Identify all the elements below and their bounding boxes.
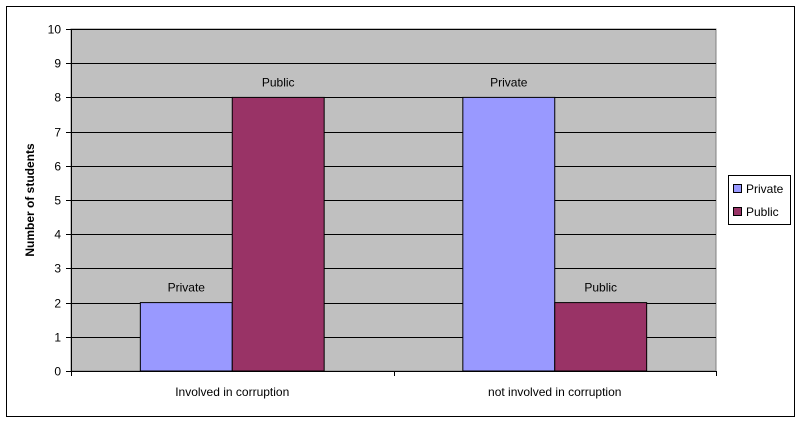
data-label: Private [168,281,206,295]
bar [554,302,648,372]
data-label: Public [262,75,295,89]
y-tick-label: 10 [48,23,62,37]
legend-swatch [733,184,742,193]
y-tick-label: 0 [54,365,61,379]
data-label: Private [490,75,528,89]
legend-box [728,175,791,225]
y-tick-labels: 0 1 2 3 4 5 6 7 8 9 10 [48,23,62,379]
x-tick-label: not involved in corruption [488,385,621,399]
legend: Private Public [728,175,791,225]
y-tick-label: 2 [54,297,61,311]
y-tick-label: 3 [54,262,61,276]
bar [462,96,556,372]
y-tick-label: 8 [54,91,61,105]
x-tick-label: Involved in corruption [175,385,289,399]
legend-swatch [733,207,742,216]
y-tick-label: 4 [54,228,61,242]
y-tick-label: 9 [54,57,61,71]
gridlines [71,29,716,338]
bar [139,302,233,372]
y-axis-title: Number of students [23,143,37,257]
y-tick-label: 5 [54,194,61,208]
axes [66,29,717,376]
y-tick-label: 1 [54,331,61,345]
y-tick-label: 6 [54,160,61,174]
data-label: Public [584,281,617,295]
x-tick-labels: Involved in corruption not involved in co… [175,385,621,399]
data-labels: Private Public Private Public [168,75,617,294]
legend-label: Private [746,182,784,196]
y-tick-label: 7 [54,126,61,140]
legend-label: Public [746,205,779,219]
bar [231,96,325,372]
